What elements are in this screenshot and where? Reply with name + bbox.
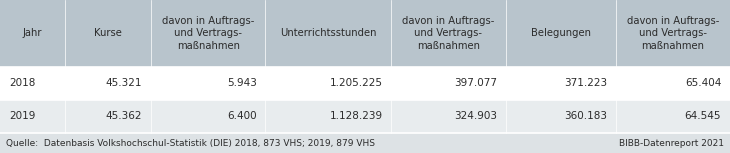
Bar [506, 0, 616, 67]
Text: 6.400: 6.400 [227, 111, 257, 121]
Bar [616, 100, 730, 133]
Bar [151, 67, 266, 100]
Bar [391, 67, 506, 100]
Text: Jahr: Jahr [23, 28, 42, 38]
Bar [0, 133, 730, 153]
Bar [391, 0, 506, 67]
Bar [391, 100, 506, 133]
Bar [0, 0, 64, 67]
Text: davon in Auftrags-
und Vertrags-
maßnahmen: davon in Auftrags- und Vertrags- maßnahm… [162, 16, 255, 51]
Text: Kurse: Kurse [94, 28, 122, 38]
Text: Quelle:  Datenbasis Volkshochschul-Statistik (DIE) 2018, 873 VHS; 2019, 879 VHS: Quelle: Datenbasis Volkshochschul-Statis… [6, 138, 374, 147]
Bar [506, 67, 616, 100]
Text: 1.128.239: 1.128.239 [329, 111, 383, 121]
Bar [151, 0, 266, 67]
Text: 65.404: 65.404 [685, 78, 721, 88]
Bar [64, 100, 151, 133]
Text: 64.545: 64.545 [685, 111, 721, 121]
Bar [616, 67, 730, 100]
Text: 45.321: 45.321 [106, 78, 142, 88]
Text: BIBB-Datenreport 2021: BIBB-Datenreport 2021 [619, 138, 724, 147]
Bar [64, 67, 151, 100]
Text: 360.183: 360.183 [564, 111, 607, 121]
Text: 2019: 2019 [9, 111, 35, 121]
Text: davon in Auftrags-
und Vertrags-
maßnahmen: davon in Auftrags- und Vertrags- maßnahm… [627, 16, 719, 51]
Text: 1.205.225: 1.205.225 [330, 78, 383, 88]
Bar [64, 0, 151, 67]
Text: 5.943: 5.943 [227, 78, 257, 88]
Bar [266, 100, 391, 133]
Bar [616, 0, 730, 67]
Text: Belegungen: Belegungen [531, 28, 591, 38]
Bar [266, 0, 391, 67]
Text: 2018: 2018 [9, 78, 35, 88]
Text: 397.077: 397.077 [454, 78, 497, 88]
Text: Unterrichtsstunden: Unterrichtsstunden [280, 28, 377, 38]
Bar [151, 100, 266, 133]
Bar [266, 67, 391, 100]
Bar [0, 67, 64, 100]
Text: 324.903: 324.903 [454, 111, 497, 121]
Text: 371.223: 371.223 [564, 78, 607, 88]
Bar [506, 100, 616, 133]
Bar [0, 100, 64, 133]
Text: 45.362: 45.362 [106, 111, 142, 121]
Text: davon in Auftrags-
und Vertrags-
maßnahmen: davon in Auftrags- und Vertrags- maßnahm… [402, 16, 495, 51]
